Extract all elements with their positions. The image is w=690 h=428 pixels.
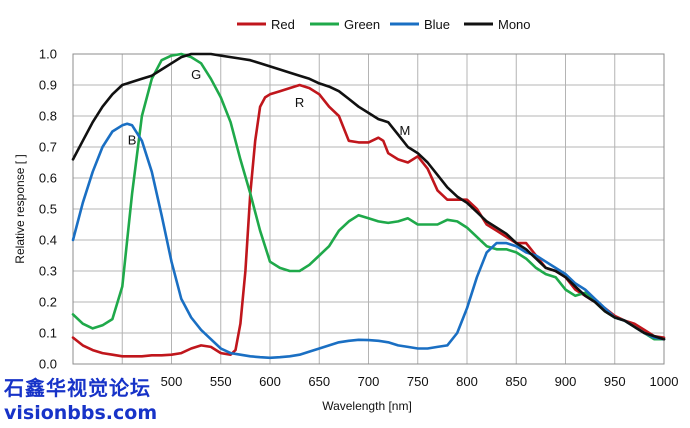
legend-label-red: Red bbox=[271, 17, 295, 32]
y-tick-label: 0.1 bbox=[39, 326, 57, 341]
series-lines bbox=[71, 52, 666, 360]
curve-label-g: G bbox=[191, 67, 201, 82]
x-tick-label: 750 bbox=[407, 374, 429, 389]
y-tick-label: 0.9 bbox=[39, 78, 57, 93]
x-axis-label: Wavelength [nm] bbox=[322, 399, 412, 413]
series-line-mono bbox=[71, 52, 666, 341]
x-tick-label: 900 bbox=[555, 374, 577, 389]
x-tick-label: 800 bbox=[456, 374, 478, 389]
legend-label-blue: Blue bbox=[424, 17, 450, 32]
y-tick-label: 1.0 bbox=[39, 47, 57, 62]
y-tick-label: 0.2 bbox=[39, 295, 57, 310]
axes: 500 550 600 650 700 750 800 850 900 950 1000 0.0 0.1… bbox=[39, 47, 679, 390]
curve-label-r: R bbox=[295, 95, 304, 110]
legend: Red Green Blue Mono bbox=[237, 17, 531, 32]
series-line-green bbox=[71, 52, 666, 341]
legend-label-mono: Mono bbox=[498, 17, 531, 32]
x-tick-label: 1000 bbox=[650, 374, 679, 389]
y-tick-label: 0.5 bbox=[39, 202, 57, 217]
y-tick-label: 0.4 bbox=[39, 233, 57, 248]
x-tick-label: 700 bbox=[358, 374, 380, 389]
y-axis-label: Relative response [ ] bbox=[13, 154, 27, 263]
plot-frame bbox=[72, 53, 665, 365]
legend-label-green: Green bbox=[344, 17, 380, 32]
x-tick-label: 550 bbox=[210, 374, 232, 389]
x-tick-label: 950 bbox=[604, 374, 626, 389]
y-tick-label: 0.7 bbox=[39, 140, 57, 155]
curve-labels: B G R M bbox=[128, 67, 411, 147]
x-tick-label: 650 bbox=[308, 374, 330, 389]
grid bbox=[72, 53, 665, 365]
y-tick-label: 0.6 bbox=[39, 171, 57, 186]
watermark-url: visionbbs.com bbox=[4, 402, 158, 424]
watermark-title: 石鑫华视觉论坛 bbox=[4, 376, 151, 400]
y-tick-label: 0.3 bbox=[39, 264, 57, 279]
x-tick-label: 500 bbox=[161, 374, 183, 389]
x-tick-label: 850 bbox=[505, 374, 527, 389]
series-line-blue bbox=[71, 122, 666, 360]
y-tick-label: 0.8 bbox=[39, 109, 57, 124]
curve-label-m: M bbox=[400, 123, 411, 138]
x-tick-label: 600 bbox=[259, 374, 281, 389]
y-tick-label: 0.0 bbox=[39, 357, 57, 372]
curve-label-b: B bbox=[128, 132, 137, 147]
